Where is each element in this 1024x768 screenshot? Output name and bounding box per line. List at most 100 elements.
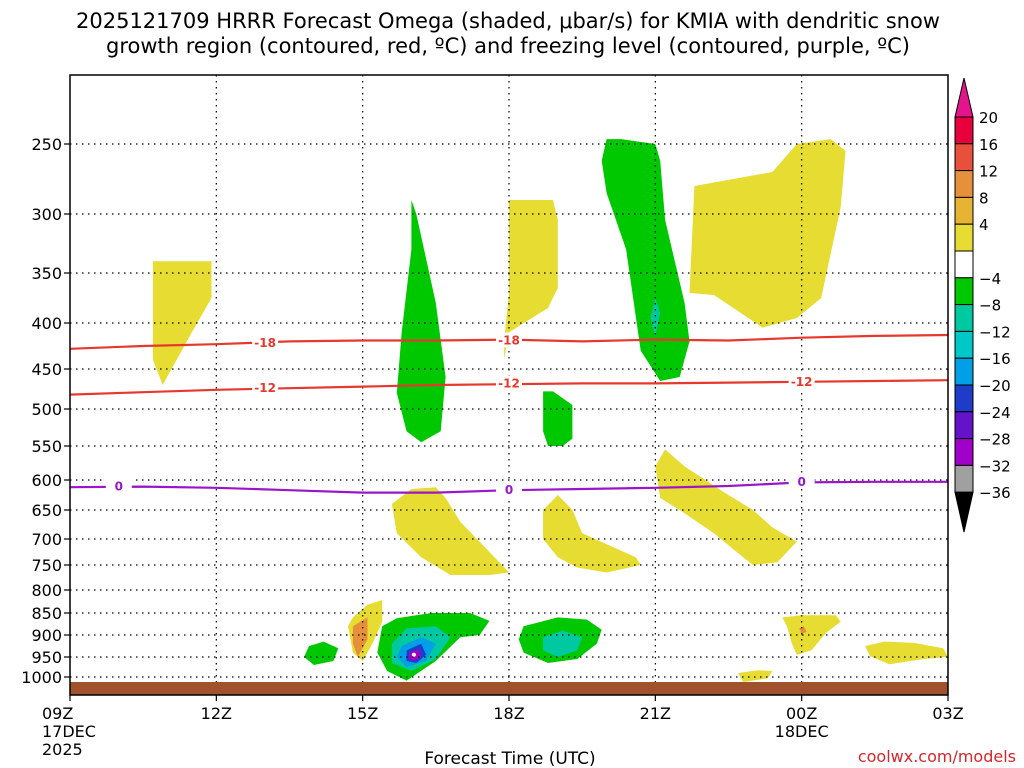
omega-region-10 <box>655 449 797 565</box>
colorbar-box-5 <box>954 250 974 279</box>
y-tick-label-800: 800 <box>31 581 62 600</box>
credit-text[interactable]: coolwx.com/models <box>858 747 1016 766</box>
contour-label-0-2: 0 <box>797 475 805 489</box>
colorbar-box-9 <box>954 357 974 386</box>
chart-title-line-2: growth region (contoured, red, ºC) and f… <box>106 34 910 58</box>
chart-title-line-1: 2025121709 HRRR Forecast Omega (shaded, … <box>76 9 940 33</box>
colorbar-label-11: −28 <box>979 431 1011 449</box>
colorbar-label-10: −24 <box>979 404 1011 422</box>
x-tick-date-18DEC: 18DEC <box>775 722 829 741</box>
ground-strip <box>70 682 948 695</box>
y-tick-label-450: 450 <box>31 360 62 379</box>
colorbar-box-13 <box>954 464 974 493</box>
y-tick-label-650: 650 <box>31 501 62 520</box>
colorbar-box-0 <box>954 116 974 145</box>
x-tick-label-09Z: 09Z <box>42 704 73 723</box>
contour-label--12-2: -12 <box>791 375 813 389</box>
colorbar-top-arrow <box>954 77 974 118</box>
colorbar-label-3: 8 <box>979 189 989 207</box>
omega-max-marker <box>411 652 416 657</box>
colorbar-box-4 <box>954 223 974 252</box>
omega-region-9 <box>543 495 641 573</box>
omega-region-21 <box>782 615 841 655</box>
y-tick-label-850: 850 <box>31 604 62 623</box>
contour-label-bg <box>496 482 522 498</box>
contour-label-bg <box>105 478 132 494</box>
contour-label-bg <box>496 375 522 391</box>
colorbar-label-4: 4 <box>979 216 989 234</box>
omega-region-2 <box>504 200 558 360</box>
contour-label--18-0: -18 <box>254 336 276 350</box>
y-tick-label-300: 300 <box>31 205 62 224</box>
colorbar-label-2: 12 <box>979 163 998 181</box>
omega-region-1 <box>689 139 846 328</box>
x-tick-label-21Z: 21Z <box>640 704 671 723</box>
omega-region-3 <box>396 200 446 443</box>
y-tick-label-250: 250 <box>31 135 62 154</box>
colorbar-label-5: −4 <box>979 270 1001 288</box>
omega-region-22 <box>799 626 807 635</box>
contour-label--12-0: -12 <box>254 381 276 395</box>
y-tick-label-1000: 1000 <box>21 668 62 687</box>
omega-region-24 <box>738 670 773 682</box>
omega-region-19 <box>543 630 583 657</box>
colorbar-label-7: −12 <box>979 323 1011 341</box>
colorbar-box-7 <box>954 304 974 332</box>
contour-lines: -18 -18 -12 -12 -12 0 0 0 <box>69 332 949 498</box>
colorbar-box-8 <box>954 330 974 359</box>
x-tick-label-03Z: 03Z <box>932 704 963 723</box>
contour-label-bg <box>496 332 522 348</box>
y-tick-label-750: 750 <box>31 556 62 575</box>
omega-region-12 <box>352 617 368 657</box>
omega-region-0 <box>152 261 212 385</box>
y-tick-label-600: 600 <box>31 471 62 490</box>
axes: 250 300 350 400 450 500 550 600 650 700 750 800 850 9… <box>21 74 964 759</box>
ground-layer <box>70 682 948 695</box>
omega-region-6 <box>650 298 661 337</box>
colorbar: 20 16 12 8 4 −4 −8 −12 −16 −20 −24 −28 −32 −36 <box>954 77 1011 533</box>
colorbar-label-8: −16 <box>979 350 1011 368</box>
contour-label-bg <box>788 473 815 489</box>
x-tick-label-18Z: 18Z <box>493 704 524 723</box>
y-tick-label-700: 700 <box>31 530 62 549</box>
colorbar-box-2 <box>954 170 974 198</box>
contour-label--12-1: -12 <box>498 376 520 390</box>
y-tick-label-550: 550 <box>31 437 62 456</box>
colorbar-box-10 <box>954 384 974 413</box>
colorbar-box-1 <box>954 143 974 172</box>
y-tick-label-900: 900 <box>31 626 62 645</box>
colorbar-label-13: −36 <box>979 484 1011 502</box>
contour-label-0-1: 0 <box>505 483 513 497</box>
colorbar-label-9: −20 <box>979 377 1011 395</box>
contour-label-bg <box>252 380 279 396</box>
contour-label--18-1: -18 <box>498 333 520 347</box>
x-axis-title: Forecast Time (UTC) <box>424 749 595 768</box>
x-tick-date-17DEC: 17DEC <box>42 722 96 741</box>
x-tick-label-00Z: 00Z <box>786 704 817 723</box>
colorbar-box-3 <box>954 196 974 225</box>
omega-region-20 <box>304 641 339 665</box>
colorbar-box-11 <box>954 411 974 440</box>
y-tick-label-350: 350 <box>31 264 62 283</box>
x-tick-label-15Z: 15Z <box>347 704 378 723</box>
y-tick-label-400: 400 <box>31 314 62 333</box>
contour-label-bg <box>788 373 815 389</box>
colorbar-bottom-arrow <box>954 491 974 533</box>
omega-region-8 <box>391 487 509 575</box>
omega-region-7 <box>543 391 573 446</box>
gridlines <box>70 75 948 695</box>
x-tick-year: 2025 <box>42 740 83 759</box>
omega-region-23 <box>865 641 948 665</box>
colorbar-box-6 <box>954 277 974 306</box>
x-tick-label-12Z: 12Z <box>201 704 232 723</box>
colorbar-label-0: 20 <box>979 109 998 127</box>
colorbar-box-12 <box>954 438 974 466</box>
contour-label-0-0: 0 <box>115 480 123 494</box>
omega-region-5 <box>601 139 690 381</box>
y-tick-label-950: 950 <box>31 648 62 667</box>
plot-area <box>152 139 948 682</box>
contour-label-bg <box>252 335 279 351</box>
colorbar-label-12: −32 <box>979 457 1011 475</box>
colorbar-label-6: −8 <box>979 297 1001 315</box>
